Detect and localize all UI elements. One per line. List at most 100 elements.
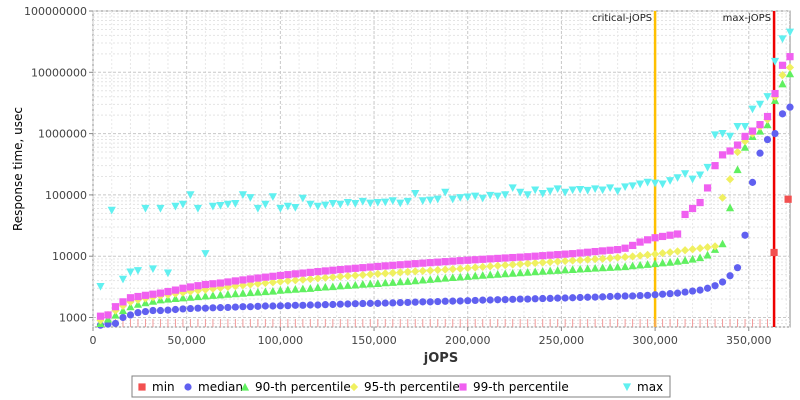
data-point-max bbox=[643, 178, 652, 187]
data-point-median bbox=[733, 264, 742, 272]
data-point-max bbox=[523, 191, 532, 200]
data-point-max bbox=[433, 195, 442, 204]
y-axis-ticks: 1000 10000 100000 1000000 10000000 100000000 bbox=[24, 5, 93, 325]
data-point-95-th-percentile bbox=[621, 252, 630, 262]
data-point-max bbox=[388, 197, 397, 205]
data-point-max bbox=[688, 175, 697, 184]
data-point-95-th-percentile bbox=[636, 251, 645, 260]
minor-grid bbox=[93, 11, 790, 328]
data-point-99-th-percentile bbox=[156, 289, 165, 297]
data-point-max bbox=[283, 202, 292, 211]
data-point-95-th-percentile bbox=[471, 263, 480, 272]
data-point-99-th-percentile bbox=[576, 249, 584, 257]
data-point-90-th-percentile bbox=[643, 260, 652, 268]
data-point-90-th-percentile bbox=[358, 280, 367, 288]
data-point-99-th-percentile bbox=[126, 294, 135, 302]
data-point-90-th-percentile bbox=[680, 256, 690, 264]
data-point-median bbox=[509, 295, 517, 303]
data-point-max bbox=[561, 188, 570, 197]
data-point-99-th-percentile bbox=[748, 127, 757, 135]
data-point-max bbox=[313, 202, 322, 211]
data-point-median bbox=[156, 306, 165, 315]
data-point-90-th-percentile bbox=[441, 273, 450, 282]
legend-item-90-th-percentile: 90-th percentile bbox=[240, 380, 351, 394]
data-point-95-th-percentile bbox=[553, 257, 562, 266]
data-point-max bbox=[178, 200, 188, 209]
data-point-median bbox=[179, 305, 187, 313]
data-point-95-th-percentile bbox=[650, 250, 660, 259]
data-point-max bbox=[583, 186, 592, 195]
data-point-95-th-percentile bbox=[216, 283, 225, 292]
x-tick-label: 300,000 bbox=[632, 334, 678, 347]
data-point-95-th-percentile bbox=[486, 262, 495, 271]
data-point-90-th-percentile bbox=[231, 289, 240, 298]
legend-label: 99-th percentile bbox=[473, 380, 569, 394]
data-point-median bbox=[621, 292, 629, 300]
data-point-median bbox=[531, 295, 539, 303]
data-point-median bbox=[381, 299, 389, 307]
data-point-max bbox=[680, 170, 690, 179]
data-point-90-th-percentile bbox=[313, 283, 322, 291]
data-point-95-th-percentile bbox=[358, 270, 367, 280]
data-point-99-th-percentile bbox=[164, 287, 172, 296]
data-point-median bbox=[546, 294, 554, 302]
data-point-99-th-percentile bbox=[404, 260, 412, 268]
data-point-99-th-percentile bbox=[569, 250, 577, 258]
data-point-max bbox=[501, 191, 510, 200]
data-point-90-th-percentile bbox=[276, 285, 285, 294]
data-point-90-th-percentile bbox=[201, 291, 210, 300]
data-point-max bbox=[718, 130, 727, 138]
data-point-median bbox=[673, 289, 682, 297]
data-point-90-th-percentile bbox=[381, 278, 390, 287]
data-point-90-th-percentile bbox=[306, 284, 315, 292]
series-median bbox=[96, 103, 794, 329]
data-point-95-th-percentile bbox=[403, 267, 412, 276]
data-point-median bbox=[426, 298, 434, 306]
data-point-median bbox=[599, 293, 607, 301]
data-point-99-th-percentile bbox=[561, 250, 569, 258]
data-point-max bbox=[538, 190, 547, 198]
data-point-95-th-percentile bbox=[381, 269, 390, 278]
data-point-95-th-percentile bbox=[598, 254, 607, 263]
data-point-median bbox=[449, 297, 457, 305]
data-point-95-th-percentile bbox=[628, 252, 637, 261]
data-point-median bbox=[741, 231, 749, 239]
data-point-99-th-percentile bbox=[284, 271, 292, 279]
data-point-99-th-percentile bbox=[471, 256, 479, 264]
data-point-max bbox=[231, 200, 240, 208]
data-point-99-th-percentile bbox=[119, 298, 127, 306]
data-point-max bbox=[148, 265, 158, 274]
data-point-90-th-percentile bbox=[133, 300, 143, 308]
data-point-median bbox=[486, 296, 494, 304]
data-point-99-th-percentile bbox=[179, 284, 187, 292]
data-point-99-th-percentile bbox=[314, 268, 322, 276]
data-point-90-th-percentile bbox=[613, 262, 622, 271]
data-point-max bbox=[725, 132, 735, 141]
points-layer bbox=[96, 28, 795, 329]
data-point-median bbox=[231, 303, 239, 311]
data-point-95-th-percentile bbox=[343, 271, 352, 281]
data-point-99-th-percentile bbox=[621, 244, 629, 252]
data-point-99-th-percentile bbox=[479, 255, 487, 263]
data-point-median bbox=[306, 301, 314, 309]
data-point-max bbox=[665, 177, 675, 185]
data-point-max bbox=[396, 199, 405, 208]
data-point-90-th-percentile bbox=[561, 265, 570, 274]
data-point-90-th-percentile bbox=[426, 275, 435, 283]
data-point-99-th-percentile bbox=[726, 147, 734, 155]
data-point-median bbox=[651, 291, 659, 299]
data-point-99-th-percentile bbox=[546, 251, 554, 259]
data-point-max bbox=[381, 198, 390, 207]
data-point-max bbox=[606, 184, 615, 193]
data-point-90-th-percentile bbox=[531, 267, 540, 276]
data-point-max bbox=[223, 200, 233, 209]
data-point-90-th-percentile bbox=[238, 289, 247, 297]
data-point-max bbox=[351, 200, 360, 208]
data-point-90-th-percentile bbox=[456, 272, 465, 281]
data-point-99-th-percentile bbox=[306, 268, 314, 276]
data-point-99-th-percentile bbox=[554, 251, 562, 259]
data-point-90-th-percentile bbox=[336, 281, 345, 290]
data-point-median bbox=[134, 309, 142, 317]
data-point-max bbox=[306, 200, 315, 209]
data-point-95-th-percentile bbox=[336, 272, 345, 281]
